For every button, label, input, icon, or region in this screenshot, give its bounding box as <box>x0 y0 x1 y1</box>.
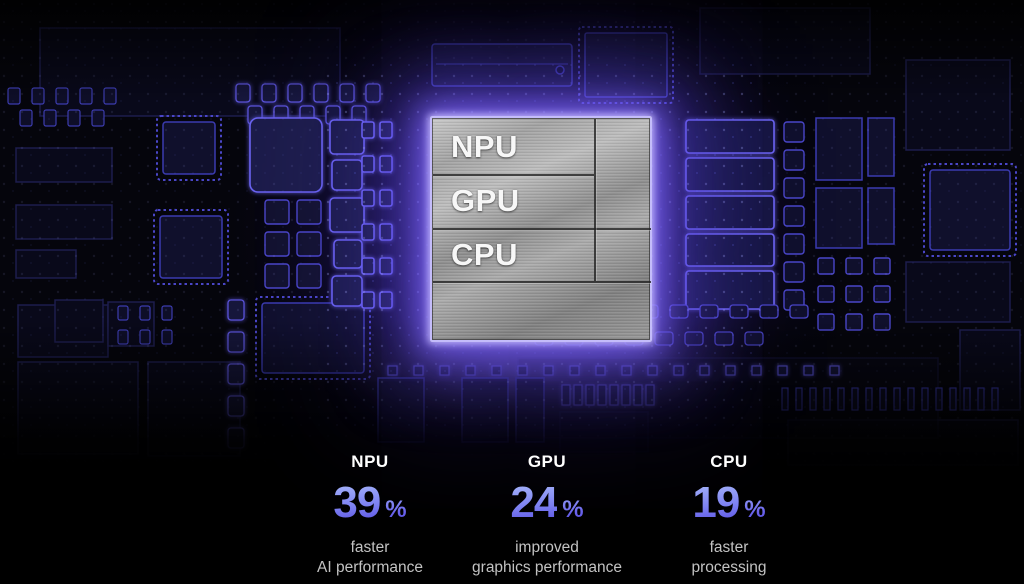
chip-divider <box>594 119 596 281</box>
chip-region-npu-label: NPU <box>451 128 518 164</box>
chip-divider <box>433 174 594 176</box>
stat-npu-desc-line1: faster <box>350 539 390 556</box>
chip-divider <box>433 281 651 283</box>
stat-npu-description: faster AI performance <box>317 538 423 578</box>
stat-npu-value: 39 <box>333 478 381 527</box>
stat-cpu: CPU 19 % faster processing <box>629 452 829 578</box>
stat-gpu-value: 24 <box>510 478 558 527</box>
stat-cpu-label: CPU <box>710 452 748 471</box>
chip-divider <box>433 228 651 230</box>
stat-npu-unit: % <box>385 496 407 523</box>
chip-die: NPU GPU CPU <box>430 116 652 342</box>
stat-gpu-description: improved graphics performance <box>472 538 622 578</box>
stat-cpu-value: 19 <box>692 478 740 527</box>
stat-npu-value-row: 39 % <box>333 481 406 525</box>
circuit-board-background <box>0 0 1024 480</box>
stat-npu: NPU 39 % faster AI performance <box>270 452 470 578</box>
stat-cpu-desc-line2: processing <box>691 558 767 576</box>
stat-gpu-unit: % <box>562 496 584 523</box>
stat-gpu-label: GPU <box>527 452 567 471</box>
stat-cpu-description: faster processing <box>692 538 767 578</box>
stat-gpu: GPU 24 % improved graphics performance <box>447 452 647 578</box>
chip-region-cpu: CPU <box>433 228 594 281</box>
chip-region-cpu-label: CPU <box>451 236 518 272</box>
chip-surface: NPU GPU CPU <box>432 118 651 340</box>
chip-region-gpu-label: GPU <box>451 183 520 218</box>
stat-gpu-value-row: 24 % <box>510 481 583 525</box>
stat-cpu-unit: % <box>744 496 766 523</box>
stat-npu-desc-line2: AI performance <box>317 558 423 576</box>
stat-cpu-desc-line1: faster <box>709 539 749 556</box>
chip-region-gpu: GPU <box>433 174 594 228</box>
stat-npu-label: NPU <box>351 452 389 471</box>
stat-gpu-desc-line1: improved <box>515 539 579 556</box>
performance-stats: NPU 39 % faster AI performance GPU 24 % … <box>0 452 1024 584</box>
stat-cpu-value-row: 19 % <box>692 481 765 525</box>
stat-gpu-desc-line2: graphics performance <box>472 558 622 576</box>
chip-region-npu: NPU <box>433 119 594 174</box>
